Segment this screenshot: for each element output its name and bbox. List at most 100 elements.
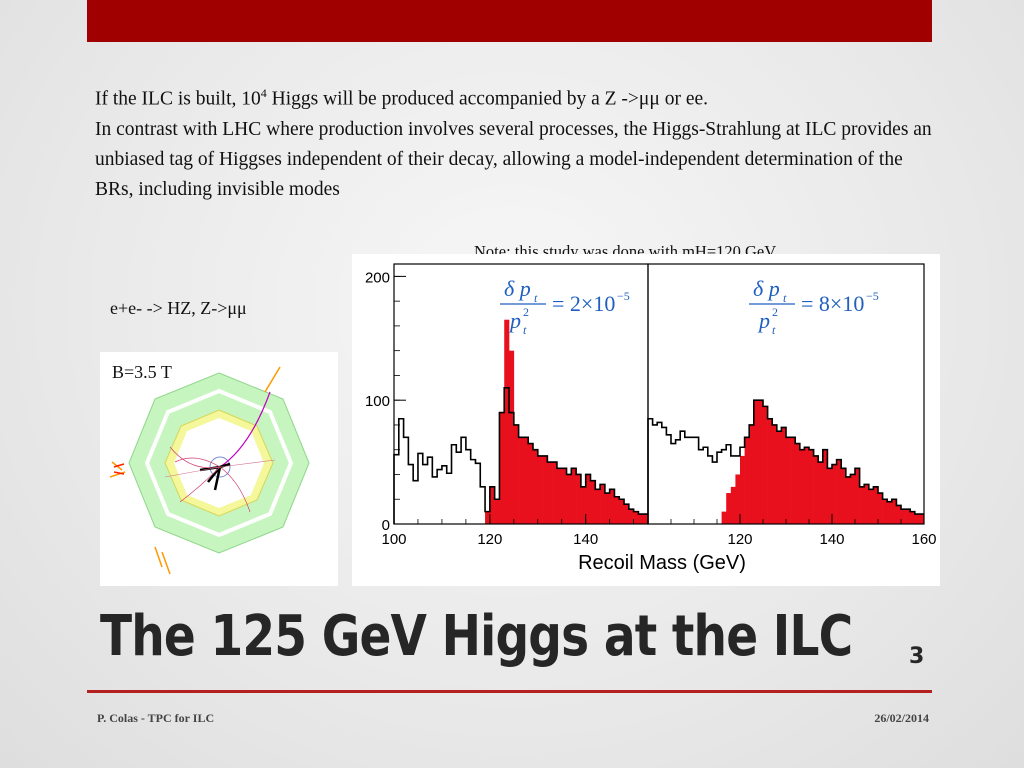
footer-author: P. Colas - TPC for ILC [97,711,215,725]
signal-bar [813,455,819,524]
signal-bar [882,499,888,524]
signal-bar [873,486,879,524]
signal-bar [547,462,553,524]
x-axis-title: Recoil Mass (GeV) [578,552,746,574]
formula-denominator: p [757,308,770,333]
x-tick-label: 160 [911,531,936,548]
signal-bar [518,437,524,524]
signal-bar [726,493,732,524]
signal-bar [542,455,548,524]
x-tick-label: 140 [819,531,844,548]
signal-bar [735,474,741,524]
signal-bar [595,489,601,524]
signal-bar [804,447,810,524]
signal-bar [850,474,856,524]
signal-bar [763,406,768,524]
signal-bar [767,418,773,524]
event-display-image: B=3.5 T [100,352,338,586]
reaction-label: e+e- -> HZ, Z->μμ [110,298,247,318]
signal-bar [604,493,610,524]
signal-bar [781,427,787,524]
signal-bar [919,514,925,524]
signal-bar [528,443,534,524]
signal-bar [758,400,764,524]
signal-bar [513,424,519,524]
y-tick-label: 100 [365,393,390,410]
signal-bar [628,509,634,524]
signal-bar [772,424,778,524]
footer-date: 26/02/2014 [874,711,929,725]
signal-bar [504,319,510,524]
signal-bar [614,496,620,524]
formula-value: = 2×10 [552,291,615,316]
signal-bar [914,514,920,524]
total-histogram-line [647,399,924,524]
signal-bar [859,486,865,524]
signal-bar [753,400,759,524]
signal-bar [901,509,906,524]
signal-bar [721,511,727,524]
body-text: If the ILC is built, 104 Higgs will be p… [95,78,945,205]
signal-bar [624,504,630,524]
signal-bar [795,443,801,524]
signal-bar [643,514,649,524]
signal-bar [730,486,736,524]
signal-bar [822,449,828,524]
signal-bar [566,474,572,524]
formula-numerator-subscript: t [783,291,787,305]
signal-bar [523,437,529,524]
signal-bar [786,437,791,524]
body-line-2: In contrast with LHC where production in… [95,118,932,200]
formula-exponent: −5 [617,289,630,303]
formula-denominator-superscript: 2 [523,305,529,319]
signal-bar [571,468,577,524]
formula-numerator: δ p [753,276,780,301]
y-tick-label: 0 [382,517,390,534]
formula-denominator: p [508,308,521,333]
signal-bar [887,501,893,524]
formula-denominator-subscript: t [523,323,527,337]
signal-bar [809,449,814,524]
signal-bar [740,455,745,524]
x-tick-label: 120 [727,531,752,548]
signal-bar [799,449,805,524]
signal-bar [494,499,500,524]
magnetic-field-label: B=3.5 T [112,362,172,382]
body-line-1: If the ILC is built, 104 Higgs will be p… [95,86,708,110]
signal-bar [905,509,911,524]
signal-bar [776,431,782,524]
superscript-4: 4 [260,86,267,100]
signal-bar [552,462,558,524]
top-accent-bar [87,0,932,42]
signal-bar [790,437,796,524]
signal-bar [864,484,870,524]
signal-bar [532,449,539,524]
signal-bar [537,455,543,524]
formula-exponent: −5 [866,289,879,303]
formula-value: = 8×10 [801,291,864,316]
signal-bar [590,480,596,524]
signal-bar [827,468,833,524]
signal-bar [832,464,837,524]
signal-bar [868,489,874,524]
formula-numerator-subscript: t [534,291,538,305]
signal-bar [910,511,916,524]
signal-bar [836,459,842,524]
x-tick-label: 100 [381,531,406,548]
event-display-graphic [109,366,310,575]
signal-bar [749,424,755,524]
signal-bar [891,499,897,524]
signal-bar [576,474,582,524]
formula-denominator-subscript: t [772,323,776,337]
signal-bar [744,437,750,524]
signal-bar [845,476,851,524]
signal-bar [609,489,615,524]
y-tick-label: 200 [365,269,390,286]
signal-bar [818,462,824,524]
slide-number: 3 [909,644,925,669]
signal-bar [896,505,902,524]
signal-bar [619,499,625,524]
signal-bar [489,486,495,524]
signal-bar [580,486,586,524]
